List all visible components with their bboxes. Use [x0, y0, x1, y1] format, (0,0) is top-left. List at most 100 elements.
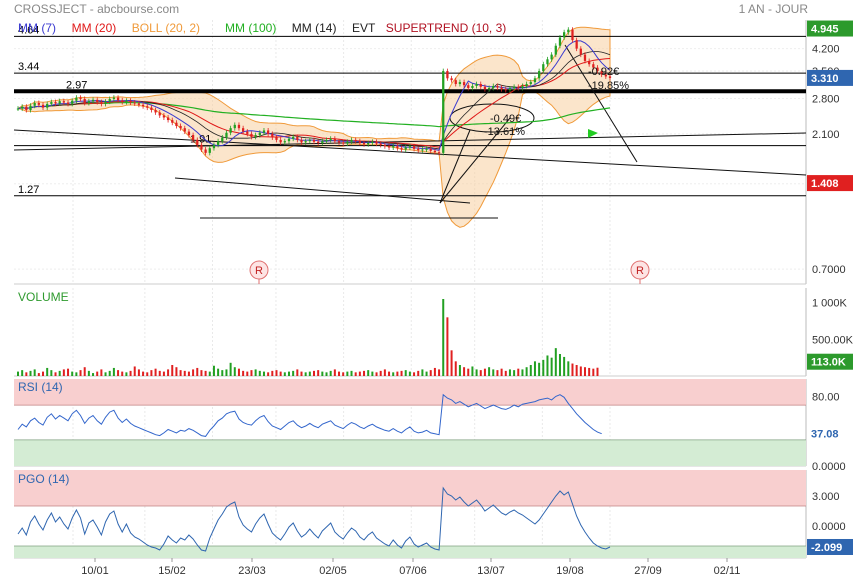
y-tick-label: 500.00K — [812, 334, 854, 346]
volume-bar — [71, 371, 74, 376]
candle-body — [196, 139, 199, 145]
volume-bar — [75, 372, 78, 376]
volume-bar — [25, 372, 28, 376]
candle-body — [500, 87, 503, 90]
volume-bar — [325, 372, 328, 376]
candle-body — [346, 141, 349, 144]
rsi-line-group — [17, 393, 602, 437]
volume-bar — [379, 370, 382, 376]
candle-body — [87, 101, 91, 103]
legend-item: EVT — [352, 21, 376, 35]
volume-bar — [271, 370, 274, 376]
volume-bar — [137, 369, 140, 376]
candle-body — [187, 131, 191, 136]
candle-body — [275, 137, 278, 140]
volume-bar — [371, 371, 374, 376]
candle-body — [479, 84, 482, 87]
candle-body — [342, 142, 345, 144]
candle-body — [554, 45, 557, 55]
volume-bar — [29, 370, 32, 376]
pgo-panel: PGO (14) — [14, 470, 806, 558]
volume-bar — [146, 372, 149, 376]
legend-item: MM (14) — [292, 21, 337, 35]
rsi-line — [17, 393, 602, 437]
indicator-legend: MM (7) MM (20) BOLL (20, 2) MM (100) MM (14)… — [18, 21, 506, 35]
candle-body — [504, 89, 507, 91]
volume-bar — [50, 370, 53, 376]
candle-body — [487, 87, 491, 90]
candle-body — [29, 105, 32, 111]
price-badge-last-price: 4.945 — [811, 24, 839, 36]
volume-bar — [454, 361, 457, 376]
candle-body — [287, 138, 291, 142]
candle-body — [471, 85, 474, 88]
volume-bar — [354, 372, 357, 376]
volume-bar — [267, 372, 270, 376]
volume-bar — [388, 371, 391, 376]
pgo-line-group — [17, 486, 611, 552]
volume-bar — [62, 369, 65, 376]
candle-body — [508, 88, 512, 91]
candle-body — [325, 139, 328, 142]
volume-bar — [442, 299, 445, 376]
y-tick-label: 2.800 — [812, 94, 840, 106]
volume-bar — [329, 370, 332, 376]
pgo-overbought-zone — [14, 470, 806, 506]
candle-body — [467, 85, 470, 88]
volume-bar — [408, 371, 411, 376]
legend-item: SUPERTREND (10, 3) — [386, 21, 506, 35]
y-tick-label: 80.00 — [812, 391, 840, 403]
volume-bar — [108, 370, 111, 376]
candle-body — [75, 97, 78, 101]
rsi-oversold-zone — [14, 439, 806, 466]
rsi-badge: 37.08 — [811, 429, 839, 441]
candle-body — [279, 139, 282, 143]
volume-bar — [583, 367, 586, 376]
volume-bar — [67, 368, 70, 376]
volume-bar — [125, 372, 128, 376]
volume-bar — [488, 367, 491, 376]
candle-body — [96, 99, 99, 103]
candle-body — [71, 100, 74, 104]
candle-body — [204, 149, 207, 153]
x-tick-label: 02/11 — [714, 565, 741, 577]
candle-body — [125, 100, 128, 103]
candle-body — [225, 132, 228, 138]
candle-body — [517, 86, 520, 88]
volume-bar — [404, 370, 407, 376]
volume-bar — [383, 369, 386, 376]
volume-bar — [258, 370, 261, 376]
candle-body — [396, 146, 399, 149]
candle-body — [387, 146, 391, 148]
volume-bar — [33, 369, 36, 376]
volume-bar — [287, 371, 290, 376]
instrument-title: CROSSJECT - abcbourse.com — [14, 2, 179, 16]
candlesticks — [16, 27, 612, 156]
candle-body — [308, 139, 311, 142]
measure-annotation: -0.92€ — [588, 66, 619, 78]
volume-bar — [208, 371, 211, 376]
candle-body — [529, 82, 532, 85]
candle-body — [425, 148, 428, 150]
volume-bar — [496, 370, 499, 376]
candle-body — [16, 108, 20, 110]
volume-bar — [217, 368, 220, 376]
candle-body — [588, 60, 591, 65]
candle-body — [383, 144, 387, 147]
volume-bar — [275, 370, 278, 376]
volume-bar — [204, 370, 207, 376]
candle-body — [408, 146, 412, 148]
candle-body — [91, 99, 95, 102]
candle-body — [83, 98, 86, 103]
candle-body — [66, 102, 70, 104]
candle-body — [179, 125, 182, 129]
volume-bar — [429, 370, 432, 376]
volume-bar — [79, 370, 82, 376]
volume-bar — [342, 372, 345, 376]
volume-bar — [300, 371, 303, 376]
volume-bar — [96, 371, 99, 376]
candle-body — [542, 64, 545, 72]
volume-bar — [413, 372, 416, 376]
